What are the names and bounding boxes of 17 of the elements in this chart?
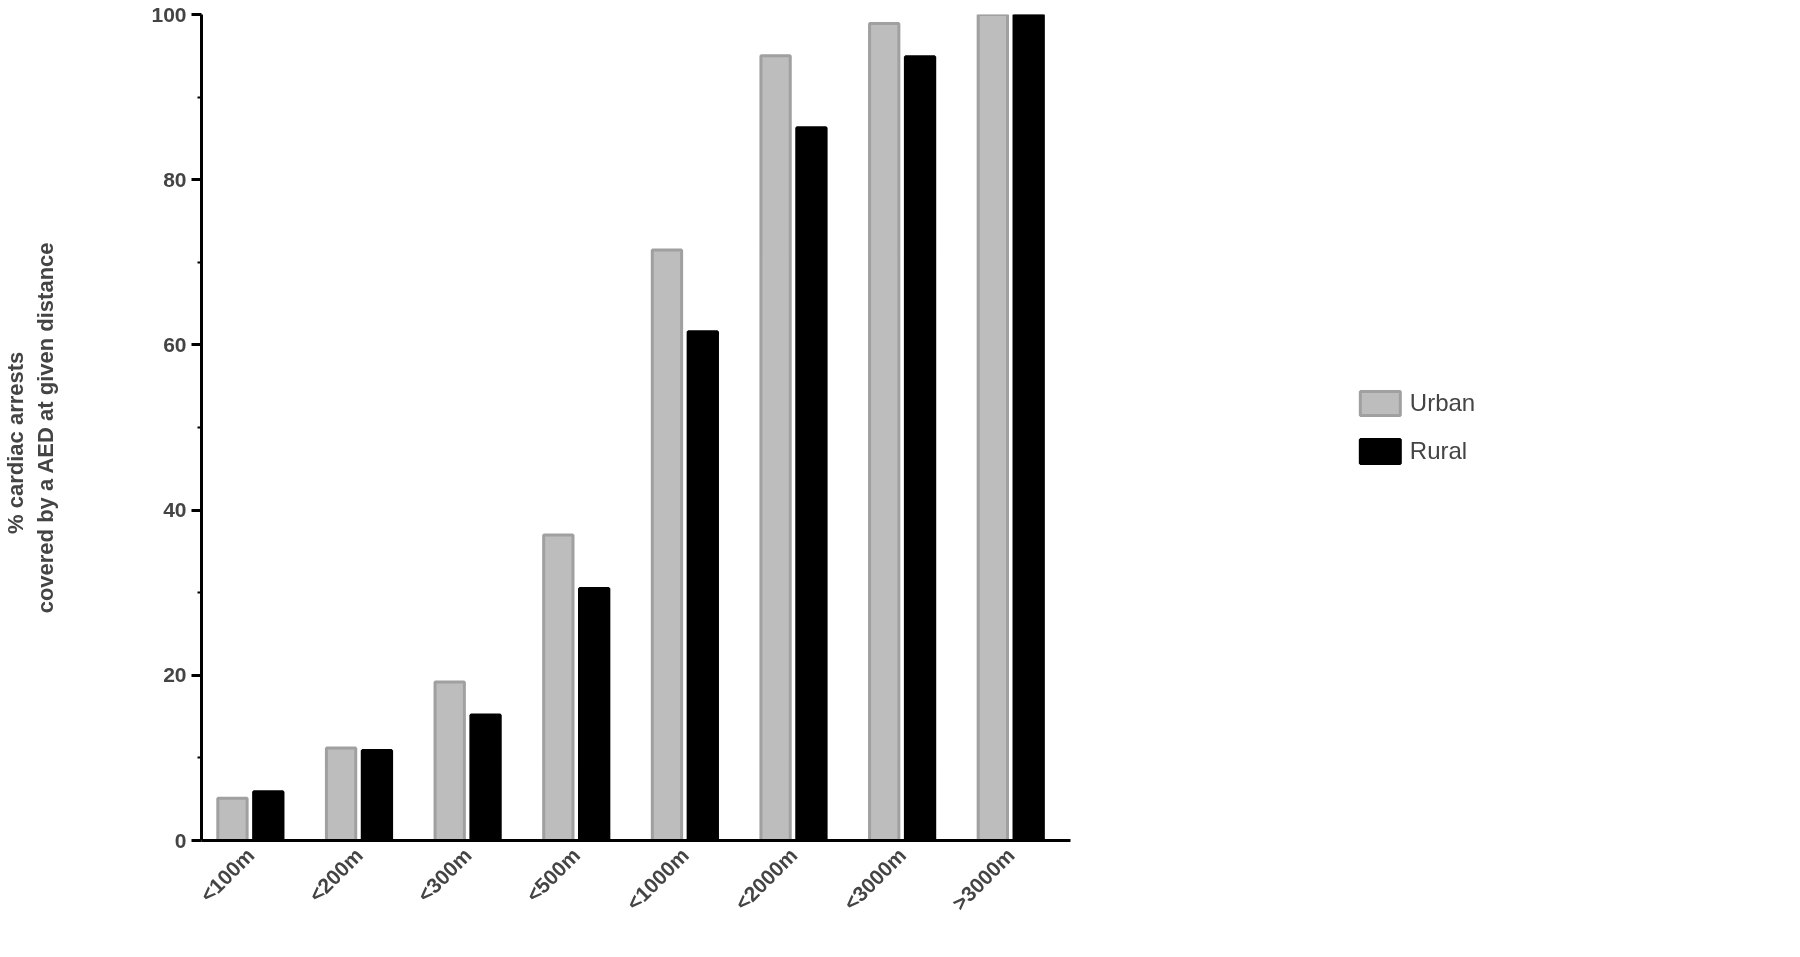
bar [868,22,901,841]
bar [433,680,466,841]
legend-label: Rural [1409,437,1468,465]
bar [216,796,249,841]
bar [759,54,792,841]
bar [650,248,684,841]
bar [976,14,1009,841]
y-axis-title: % cardiac arrests covered by a AED at given distance [3,242,59,614]
y-tick-label: 100 [151,2,187,26]
y-tick-label: 0 [174,828,187,852]
bar [324,746,358,841]
bar [542,533,575,841]
y-tick-label: 80 [163,167,187,191]
y-tick-label: 40 [163,498,187,522]
y-tick-label: 20 [163,663,187,687]
legend-label: Urban [1409,389,1476,417]
y-tick-label: 60 [163,332,187,356]
